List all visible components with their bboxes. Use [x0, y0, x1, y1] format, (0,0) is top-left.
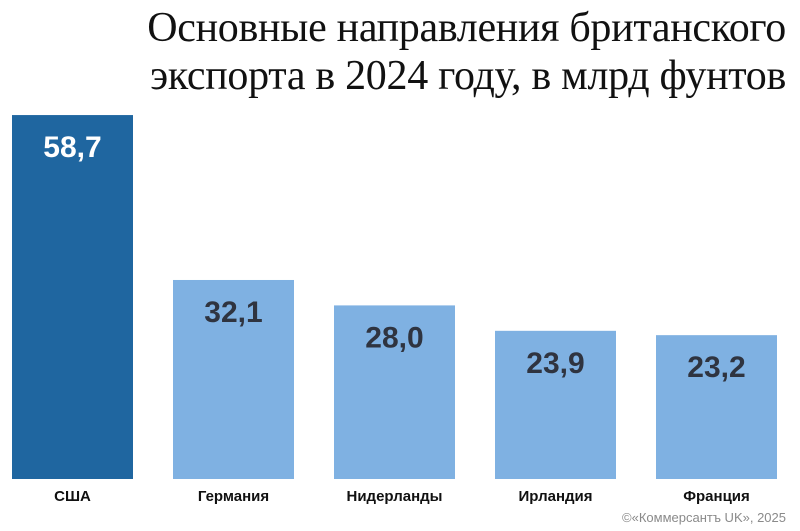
bar-value-label-3: 28,0 [365, 321, 423, 354]
bar-4 [495, 330, 616, 479]
category-label-2: Германия [198, 488, 269, 505]
copyright-note: ©«Коммерсантъ UK», 2025 [622, 510, 786, 525]
bar-5 [656, 335, 777, 479]
bar-2 [173, 279, 294, 479]
bar-1 [12, 115, 133, 479]
category-label-3: Нидерланды [347, 488, 443, 505]
bar-value-label-5: 23,2 [687, 351, 745, 384]
bar-value-label-4: 23,9 [526, 347, 584, 380]
chart-title: Основные направления британского экспорт… [10, 4, 786, 100]
chart-title-line-2: экспорта в 2024 году, в млрд фунтов [150, 53, 786, 99]
bar-value-label-2: 32,1 [204, 296, 262, 329]
category-label-4: Ирландия [519, 488, 593, 505]
chart-title-line-1: Основные направления британского [147, 5, 786, 51]
bar-3 [334, 305, 455, 479]
category-label-1: США [54, 488, 91, 505]
bar-value-label-1: 58,7 [43, 131, 101, 164]
category-label-5: Франция [683, 488, 750, 505]
